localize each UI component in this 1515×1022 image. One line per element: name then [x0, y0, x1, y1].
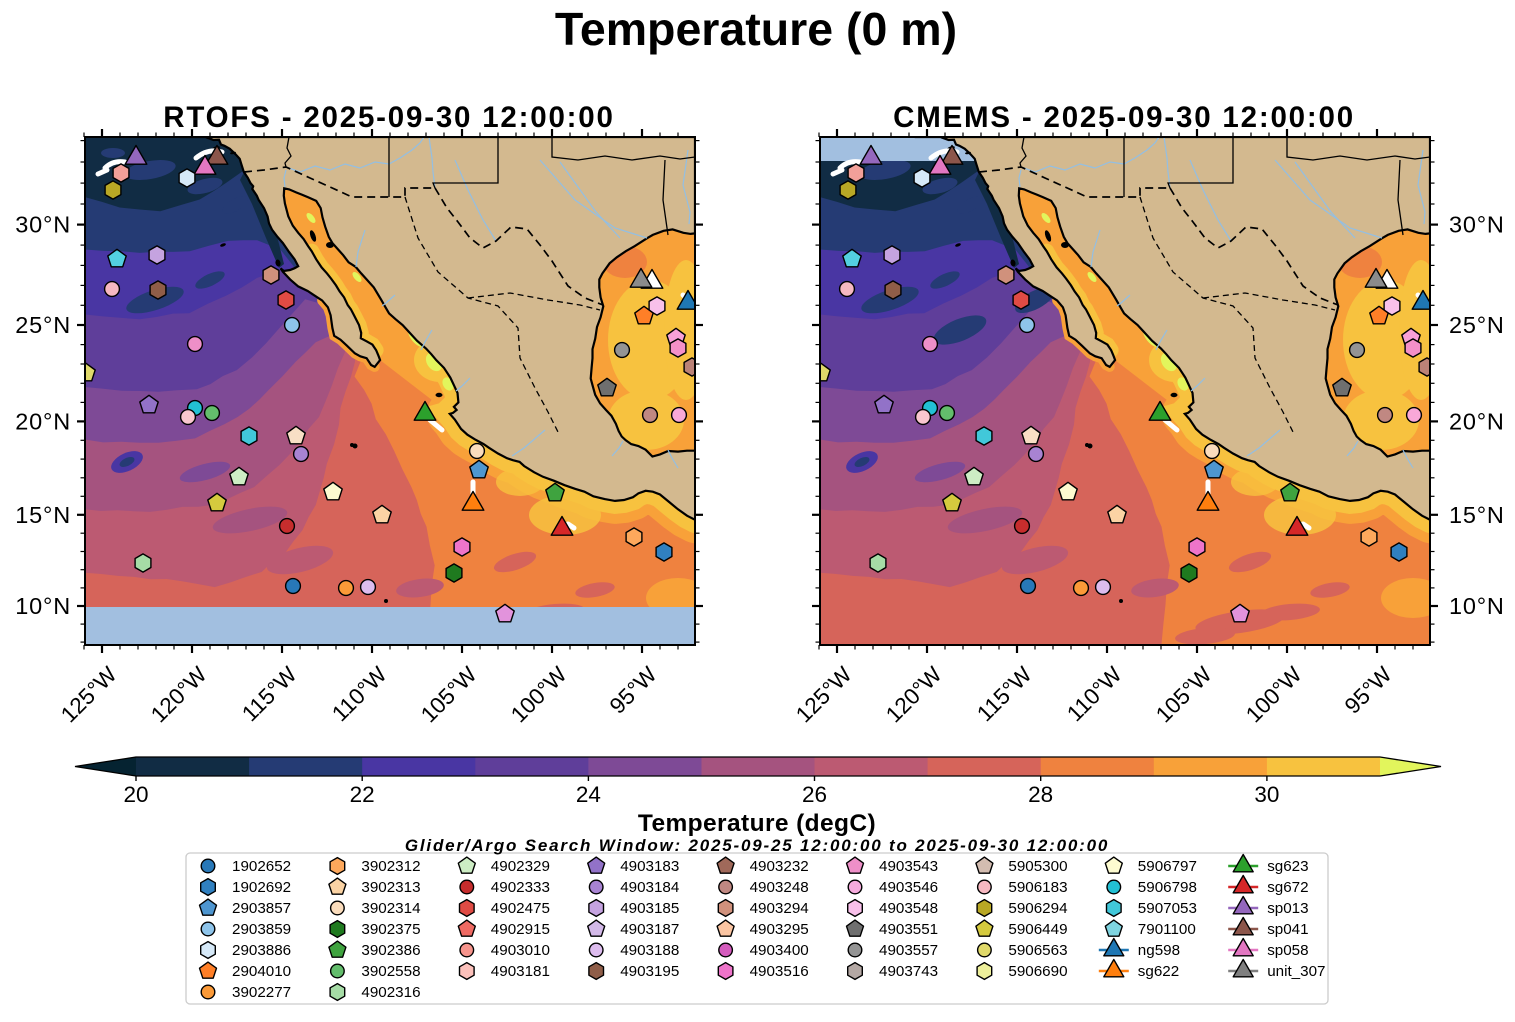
svg-text:2903886: 2903886	[232, 942, 291, 959]
svg-text:3902314: 3902314	[361, 900, 420, 917]
svg-text:Temperature (0 m): Temperature (0 m)	[555, 3, 957, 55]
svg-text:5905300: 5905300	[1008, 858, 1067, 875]
svg-text:4903183: 4903183	[620, 858, 679, 875]
svg-text:2903857: 2903857	[232, 900, 291, 917]
svg-text:10°N: 10°N	[1449, 593, 1505, 619]
svg-text:3902312: 3902312	[361, 858, 420, 875]
svg-text:3902277: 3902277	[232, 984, 291, 1001]
svg-text:sg622: sg622	[1138, 963, 1179, 980]
svg-text:Temperature (degC): Temperature (degC)	[638, 810, 876, 837]
svg-text:5906690: 5906690	[1008, 963, 1067, 980]
svg-text:4903294: 4903294	[750, 900, 809, 917]
svg-text:4903516: 4903516	[750, 963, 809, 980]
svg-text:4903010: 4903010	[491, 942, 550, 959]
svg-text:4903548: 4903548	[879, 900, 938, 917]
svg-text:4903195: 4903195	[620, 963, 679, 980]
svg-text:4903181: 4903181	[491, 963, 550, 980]
svg-text:15°N: 15°N	[1449, 502, 1505, 528]
svg-text:sp041: sp041	[1267, 921, 1308, 938]
svg-text:4903400: 4903400	[750, 942, 809, 959]
svg-text:4902329: 4902329	[491, 858, 550, 875]
svg-text:4903184: 4903184	[620, 879, 679, 896]
svg-text:30°N: 30°N	[1449, 212, 1505, 238]
svg-text:2903859: 2903859	[232, 921, 291, 938]
svg-text:4903295: 4903295	[750, 921, 809, 938]
svg-text:10°N: 10°N	[15, 593, 71, 619]
svg-text:7901100: 7901100	[1138, 921, 1196, 938]
svg-text:30: 30	[1254, 782, 1279, 807]
svg-text:3902313: 3902313	[361, 879, 420, 896]
svg-text:4903188: 4903188	[620, 942, 679, 959]
svg-text:24: 24	[576, 782, 601, 807]
svg-text:sp013: sp013	[1267, 900, 1308, 917]
svg-text:30°N: 30°N	[15, 212, 71, 238]
svg-text:3902386: 3902386	[361, 942, 420, 959]
svg-text:4903185: 4903185	[620, 900, 679, 917]
svg-text:5906294: 5906294	[1008, 900, 1067, 917]
svg-text:4902333: 4902333	[491, 879, 550, 896]
svg-text:4902475: 4902475	[491, 900, 550, 917]
svg-text:sg672: sg672	[1267, 879, 1308, 896]
svg-text:1902652: 1902652	[232, 858, 291, 875]
svg-text:4903232: 4903232	[750, 858, 809, 875]
svg-text:5906449: 5906449	[1008, 921, 1067, 938]
svg-text:4903248: 4903248	[750, 879, 809, 896]
svg-text:26: 26	[802, 782, 827, 807]
svg-text:4903543: 4903543	[879, 858, 938, 875]
svg-text:20: 20	[123, 782, 148, 807]
svg-text:ng598: ng598	[1138, 942, 1180, 959]
svg-text:25°N: 25°N	[15, 312, 71, 338]
svg-text:3902558: 3902558	[361, 963, 420, 980]
svg-text:Glider/Argo Search Window: 202: Glider/Argo Search Window: 2025-09-25 12…	[405, 836, 1109, 855]
svg-text:unit_307: unit_307	[1267, 963, 1325, 980]
svg-text:20°N: 20°N	[15, 408, 71, 434]
svg-text:5906563: 5906563	[1008, 942, 1067, 959]
svg-text:4903187: 4903187	[620, 921, 679, 938]
svg-text:CMEMS - 2025-09-30 12:00:00: CMEMS - 2025-09-30 12:00:00	[893, 101, 1355, 134]
svg-text:20°N: 20°N	[1449, 408, 1505, 434]
svg-text:3902375: 3902375	[361, 921, 420, 938]
svg-text:28: 28	[1028, 782, 1053, 807]
svg-text:25°N: 25°N	[1449, 312, 1505, 338]
svg-text:4903546: 4903546	[879, 879, 938, 896]
svg-text:4903557: 4903557	[879, 942, 938, 959]
svg-text:4903551: 4903551	[879, 921, 938, 938]
svg-text:4902316: 4902316	[361, 984, 420, 1001]
svg-text:sp058: sp058	[1267, 942, 1308, 959]
svg-text:1902692: 1902692	[232, 879, 291, 896]
svg-text:2904010: 2904010	[232, 963, 291, 980]
svg-text:5906798: 5906798	[1138, 879, 1197, 896]
svg-text:4903743: 4903743	[879, 963, 938, 980]
svg-text:5907053: 5907053	[1138, 900, 1197, 917]
svg-text:4902915: 4902915	[491, 921, 550, 938]
svg-text:5906797: 5906797	[1138, 858, 1197, 875]
svg-text:22: 22	[350, 782, 375, 807]
svg-text:sg623: sg623	[1267, 858, 1308, 875]
svg-text:15°N: 15°N	[15, 502, 71, 528]
svg-text:RTOFS - 2025-09-30 12:00:00: RTOFS - 2025-09-30 12:00:00	[163, 101, 614, 134]
svg-text:5906183: 5906183	[1008, 879, 1067, 896]
